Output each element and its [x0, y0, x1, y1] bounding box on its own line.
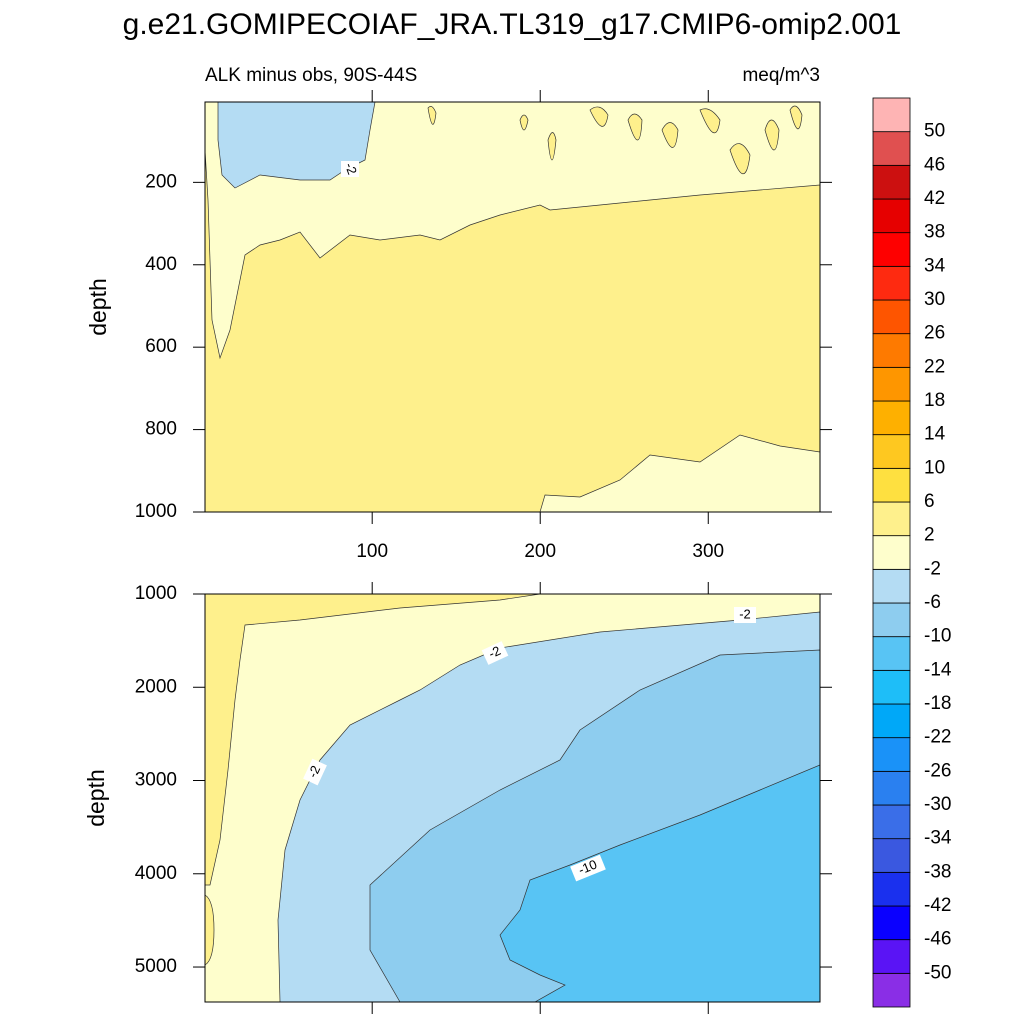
colorbar-box — [872, 131, 911, 166]
colorbar-box — [872, 838, 911, 873]
colorbar-label: 18 — [924, 390, 945, 411]
plot-frame — [204, 593, 821, 1003]
colorbar-label: 42 — [924, 188, 945, 209]
colorbar-box — [872, 568, 911, 604]
y-axis-label: depth — [83, 769, 109, 827]
colorbar-label: 10 — [924, 457, 945, 478]
colorbar-label: 50 — [924, 121, 945, 142]
plot-frame — [204, 101, 821, 513]
colorbar-box — [872, 198, 911, 234]
colorbar-box — [872, 265, 911, 301]
colorbar-label: 6 — [924, 491, 935, 512]
colorbar-box — [872, 871, 911, 907]
contour-label: -2 — [305, 763, 323, 780]
units: meq/m^3 — [742, 65, 820, 86]
colorbar-label: 2 — [924, 525, 935, 546]
colorbar-label: -26 — [924, 760, 951, 781]
y-tick-label: 1000 — [135, 583, 177, 604]
colorbar-label: -6 — [924, 592, 941, 613]
contour-label-bg — [303, 758, 327, 786]
colorbar-label: -46 — [924, 929, 951, 950]
y-tick-label: 5000 — [135, 956, 177, 977]
colorbar-label: 34 — [924, 255, 946, 276]
contour-label: -2 — [342, 161, 360, 177]
colorbar-label: -42 — [924, 895, 951, 916]
colorbar-box — [872, 97, 911, 133]
contour-label-bg — [570, 854, 606, 882]
colorbar-box — [872, 737, 911, 772]
colorbar-box — [872, 232, 911, 267]
colorbar-box — [872, 770, 911, 806]
contour-label: -2 — [486, 643, 503, 661]
y-tick-label: 600 — [145, 336, 177, 357]
colorbar-box — [872, 434, 911, 469]
y-tick-label: 800 — [145, 419, 177, 440]
contour-region — [539, 434, 820, 512]
colorbar-box — [872, 467, 911, 503]
colorbar-label: -50 — [924, 962, 951, 983]
colorbar-box — [872, 400, 911, 436]
y-tick-label: 3000 — [135, 770, 177, 791]
colorbar-label: 26 — [924, 323, 945, 344]
contour-region — [427, 105, 803, 175]
colorbar-box — [872, 703, 911, 739]
contour-labels: -2 -2 -2 -10 — [303, 606, 756, 882]
colorbar-label: -22 — [924, 727, 951, 748]
colorbar-label: -2 — [924, 558, 941, 579]
colorbar-box — [872, 164, 911, 200]
colorbar-box — [872, 366, 911, 402]
colorbar-label: -38 — [924, 861, 951, 882]
colorbar-label: 14 — [924, 424, 946, 445]
panel-bottom — [205, 594, 820, 1002]
y-tick-label: 400 — [145, 254, 177, 275]
x-tick-label: 300 — [692, 541, 724, 562]
y-axis-label: depth — [85, 278, 111, 336]
x-tick-label: 100 — [356, 541, 388, 562]
contour-label-bg — [481, 641, 509, 665]
colorbar-label: -34 — [924, 828, 952, 849]
y-tick-label: 200 — [145, 171, 177, 192]
contour-label-bg — [341, 161, 359, 177]
colorbar-box — [872, 669, 911, 705]
colorbar-label: -30 — [924, 794, 951, 815]
colorbar-box — [872, 804, 911, 840]
colorbar-box — [872, 636, 911, 671]
colorbar-label: -18 — [924, 693, 951, 714]
colorbar-label: -14 — [924, 659, 952, 680]
colorbar-box — [872, 333, 911, 368]
contour-label: -10 — [576, 857, 599, 878]
contour-label: -2 — [739, 606, 751, 621]
contour-label: -2 — [341, 161, 360, 177]
colorbar-box — [872, 972, 911, 1008]
colorbar-label: 46 — [924, 154, 945, 175]
y-tick-label: 1000 — [135, 501, 177, 522]
y-tick-label: 2000 — [135, 676, 177, 697]
colorbar-box — [872, 501, 911, 537]
panel-top — [205, 102, 820, 512]
y-tick-label: 4000 — [135, 863, 177, 884]
colorbar-box — [872, 535, 911, 570]
contour-region — [499, 764, 820, 1002]
x-tick-label: 200 — [524, 541, 556, 562]
colorbar-label: 30 — [924, 289, 945, 310]
colorbar-box — [872, 905, 911, 941]
colorbar-box — [872, 602, 911, 638]
contour-label-bg — [734, 607, 756, 623]
colorbar-label: -10 — [924, 626, 951, 647]
colorbar-label: 38 — [924, 222, 945, 243]
colorbar-label: 22 — [924, 356, 945, 377]
colorbar-box — [872, 939, 911, 974]
colorbar-box — [872, 299, 911, 335]
title: g.e21.GOMIPECOIAF_JRA.TL319_g17.CMIP6-om… — [123, 8, 902, 41]
subtitle: ALK minus obs, 90S-44S — [205, 65, 417, 86]
contour-region — [217, 102, 376, 189]
contour-region — [205, 594, 541, 966]
